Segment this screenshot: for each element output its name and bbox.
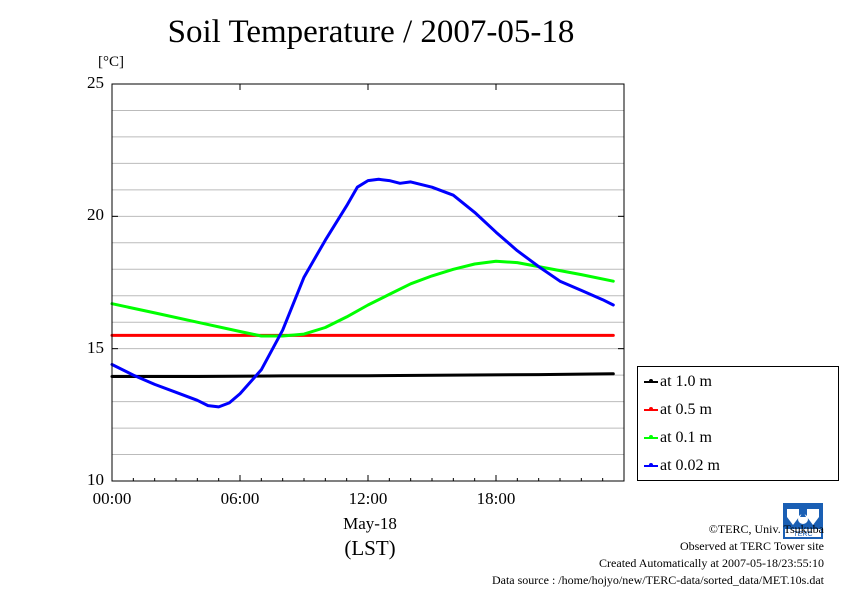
legend-swatch	[644, 463, 658, 468]
chart-title: Soil Temperature / 2007-05-18	[167, 14, 575, 50]
grid	[112, 109, 624, 456]
x-tick-label: 12:00	[348, 489, 388, 508]
legend-item: at 0.1 m	[644, 429, 712, 451]
series-line-at-0-02-m	[110, 177, 615, 409]
series-line-at-1-0-m	[110, 372, 615, 378]
x-tick-label: 18:00	[476, 489, 516, 508]
y-tick-label: 10	[87, 470, 104, 489]
y-axis-unit-label: [°C]	[98, 54, 124, 70]
x-axis-timezone-label: (LST)	[344, 536, 396, 560]
legend: at 1.0 m at 0.5 m at 0.1 m at 0.02 m	[637, 366, 839, 481]
legend-item: at 0.02 m	[644, 457, 720, 479]
y-tick-label: 25	[87, 73, 104, 92]
legend-label: at 0.1 m	[660, 429, 712, 446]
legend-swatch	[644, 407, 658, 412]
x-tick-label: 00:00	[92, 489, 132, 508]
legend-item: at 0.5 m	[644, 401, 712, 423]
legend-swatch	[644, 379, 658, 384]
plot-frame	[111, 83, 625, 482]
data-source-text: Data source : /home/hojyo/new/TERC-data/…	[491, 573, 824, 587]
svg-text:TERC: TERC	[793, 531, 812, 538]
copyright-text: ©TERC, Univ. Tsukuba	[708, 522, 824, 536]
legend-label: at 0.5 m	[660, 401, 712, 418]
observed-text: Observed at TERC Tower site	[679, 539, 824, 553]
legend-label: at 0.02 m	[660, 457, 720, 474]
legend-item: at 1.0 m	[644, 373, 712, 395]
series-lines	[110, 177, 615, 409]
axis-ticks	[111, 83, 624, 482]
legend-swatch	[644, 435, 658, 440]
y-tick-label: 15	[87, 337, 104, 357]
legend-label: at 1.0 m	[660, 373, 712, 390]
created-text: Created Automatically at 2007-05-18/23:5…	[599, 556, 824, 570]
y-tick-label: 20	[87, 205, 104, 225]
terc-logo-icon: TERC	[783, 503, 823, 539]
series-line-at-0-1-m	[110, 259, 615, 338]
x-tick-label: 06:00	[220, 489, 260, 508]
x-axis-date-label: May-18	[343, 514, 397, 533]
